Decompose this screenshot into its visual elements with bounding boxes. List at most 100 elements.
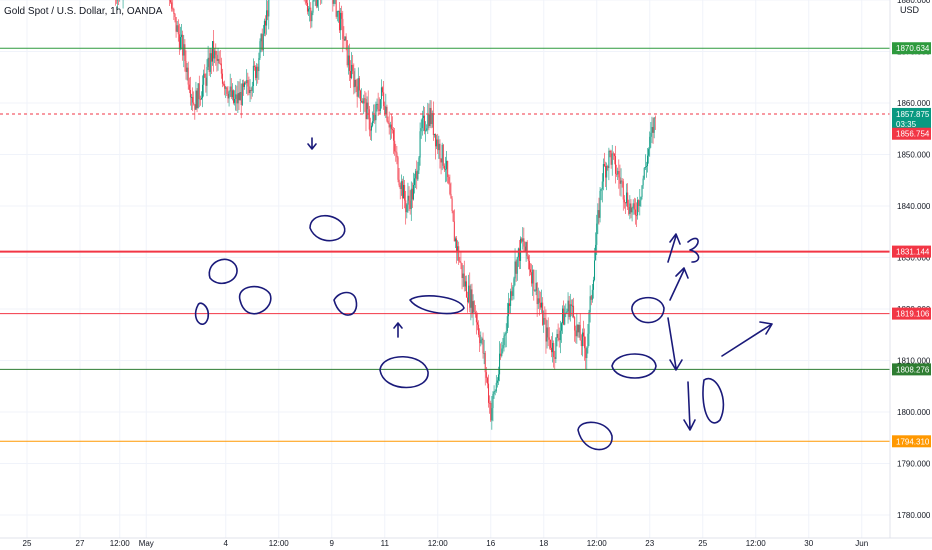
candle-body [337, 10, 339, 12]
circle-mark [702, 377, 725, 424]
candle-body [539, 302, 541, 308]
candle-body [631, 207, 633, 213]
candle-body [596, 223, 598, 245]
candle-body [412, 184, 414, 200]
candle-body [342, 18, 344, 39]
candle-body [516, 257, 518, 274]
candle-body [532, 269, 534, 284]
candle-body [215, 50, 217, 55]
candle-body [361, 100, 363, 102]
candle-body [459, 260, 461, 263]
candle-body [241, 83, 243, 106]
candle-body [484, 353, 486, 373]
candle-body [177, 25, 179, 35]
candle-body [649, 136, 651, 150]
candle-body [619, 177, 621, 184]
candle-body [359, 90, 361, 101]
time-axis[interactable]: 25 27 12:00 May 4 12:00 9 11 12:00 16 18 12:00 23 25 1… [0, 537, 932, 548]
candle-body [488, 383, 490, 403]
candle-body [252, 65, 254, 87]
candle-body [171, 2, 173, 9]
candle-body [550, 347, 552, 353]
candle-body [439, 143, 441, 159]
candle-body [397, 157, 399, 180]
candle-body [248, 86, 250, 94]
candle-body [371, 125, 372, 131]
candle-body [648, 149, 650, 156]
candle-body [385, 106, 387, 115]
candle-body [403, 184, 405, 199]
candle-body [316, 0, 318, 7]
candle-body [512, 287, 514, 296]
candle-body [189, 89, 191, 98]
candle-body [533, 269, 535, 291]
candle-body [310, 7, 312, 22]
candle-body [624, 202, 626, 204]
candle-body [626, 192, 628, 204]
candle-body [463, 273, 465, 287]
circle-mark [239, 285, 272, 315]
candle-body [193, 102, 195, 105]
candle-body [558, 337, 560, 341]
candle-body [436, 139, 438, 147]
x-tick-label: 4 [224, 539, 229, 548]
bid-price-text: 1856.754 [896, 130, 930, 139]
candle-body [383, 92, 385, 107]
candle-body [490, 402, 492, 421]
candle-body [170, 0, 172, 3]
candle-body [617, 170, 619, 175]
candle-body [408, 195, 410, 201]
candle-body [267, 10, 269, 17]
candle-body [592, 279, 594, 290]
candle-body [615, 156, 617, 174]
candle-body [343, 38, 345, 41]
candle-body [421, 118, 423, 129]
candle-body [600, 189, 602, 191]
candle-body [581, 332, 583, 347]
candle-body [643, 167, 645, 179]
candle-body [258, 58, 260, 72]
candle-body [564, 313, 566, 325]
candle-body [462, 273, 464, 279]
candle-body [446, 160, 448, 170]
candle-body [429, 107, 431, 127]
candle-body [231, 90, 233, 98]
candle-body [520, 238, 522, 261]
candle-body [245, 82, 247, 84]
candle-body [377, 103, 379, 110]
candle-body [474, 311, 476, 315]
candle-body [528, 260, 530, 270]
candle-body [486, 377, 488, 384]
candle-body [239, 92, 241, 101]
candle-body [226, 87, 228, 94]
candle-body [346, 40, 348, 66]
circle-mark [309, 214, 346, 242]
candle-body [524, 246, 526, 252]
candle-body [364, 98, 366, 100]
candle-body [351, 64, 353, 79]
up-arrow [393, 322, 403, 338]
x-tick-label: 25 [23, 539, 32, 548]
candle-body [609, 150, 611, 152]
candle-body [634, 209, 636, 216]
candle-body [481, 338, 483, 340]
candle-body [491, 408, 493, 421]
candle-body [355, 79, 357, 87]
candle-body [200, 97, 202, 100]
candle-body [606, 165, 608, 178]
candle-body [560, 323, 562, 331]
candle-body [419, 131, 421, 158]
candle-body [415, 171, 417, 179]
y-tick-label: 1850.000 [897, 151, 931, 160]
candle-body [204, 73, 206, 78]
candle-body [212, 41, 213, 62]
candle-body [357, 78, 359, 97]
candle-body [223, 83, 225, 85]
candle-body [499, 353, 501, 375]
candle-body [628, 207, 630, 214]
candle-body [191, 97, 193, 98]
candle-body [266, 10, 268, 26]
candle-body [603, 164, 605, 166]
candle-body [410, 188, 412, 210]
